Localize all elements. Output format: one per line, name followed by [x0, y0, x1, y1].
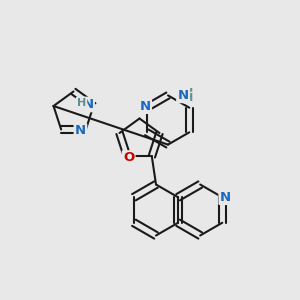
Text: H: H	[77, 98, 86, 108]
Text: H: H	[184, 93, 194, 103]
Text: N: N	[220, 191, 231, 204]
Text: H: H	[184, 88, 194, 98]
Text: N: N	[82, 98, 94, 111]
Text: N: N	[75, 124, 86, 137]
Text: O: O	[123, 152, 134, 164]
Text: N: N	[177, 89, 189, 102]
Text: N: N	[140, 100, 151, 113]
